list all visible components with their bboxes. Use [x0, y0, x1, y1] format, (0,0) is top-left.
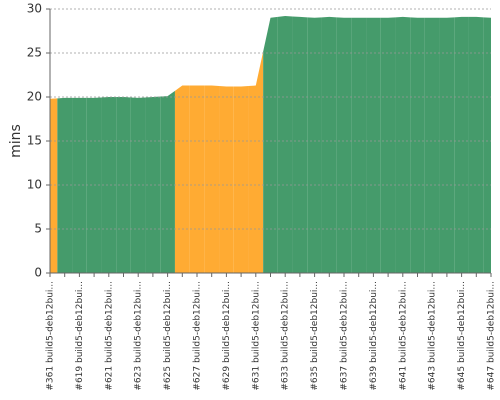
y-tick-label: 20 [27, 90, 42, 104]
area-segment [72, 97, 87, 273]
area-segment [454, 16, 469, 273]
area-segment [380, 17, 396, 273]
x-tick-label: #645 build5-deb12bui... [457, 281, 467, 391]
x-tick-label: #635 build5-deb12bui... [310, 281, 320, 391]
area-segment [204, 85, 220, 273]
area-segment [366, 17, 381, 273]
x-tick-label: #643 build5-deb12bui... [428, 281, 438, 391]
area-segment [410, 17, 425, 273]
x-tick-label: #641 build5-deb12bui... [398, 281, 408, 391]
x-tick-label: #629 build5-deb12bui... [222, 281, 232, 391]
area-segment [233, 86, 249, 273]
area-segment [483, 17, 491, 273]
area-segment [189, 85, 205, 273]
x-tick-label: #637 build5-deb12bui... [340, 281, 350, 391]
area-segment [468, 16, 484, 273]
x-tick-label: #619 build5-deb12bui... [75, 281, 85, 391]
area-segment [307, 17, 322, 273]
area-segment [351, 17, 367, 273]
x-tick-label: #631 build5-deb12bui... [251, 281, 261, 391]
y-tick-label: 0 [34, 266, 42, 280]
area-segment [321, 16, 337, 273]
area-segment [101, 97, 117, 273]
area-segment [50, 98, 58, 273]
area-segment [395, 16, 411, 273]
y-tick-label: 30 [27, 2, 42, 16]
area-segment [248, 51, 264, 274]
area-segment [336, 17, 352, 273]
y-axis-label: mins [8, 124, 24, 158]
y-tick-label: 15 [27, 134, 42, 148]
area-segment [145, 96, 161, 273]
x-tick-label: #639 build5-deb12bui... [369, 281, 379, 391]
area-segment [424, 17, 440, 273]
x-tick-label: #361 build5-deb12bui... [46, 281, 56, 391]
area-segment [174, 85, 190, 273]
area-segment [263, 16, 278, 273]
area-segment [57, 97, 73, 273]
x-tick-label: #623 build5-deb12bui... [134, 281, 144, 391]
area-segment [277, 16, 293, 273]
area-segment [160, 90, 175, 273]
area-segment [219, 86, 234, 273]
y-tick-label: 5 [34, 222, 42, 236]
x-tick-label: #647 build5-deb12bui... [487, 281, 497, 391]
y-tick-label: 10 [27, 178, 42, 192]
area-segment [292, 16, 308, 273]
x-tick-label: #621 build5-deb12bui... [104, 281, 114, 391]
x-tick-label: #625 build5-deb12bui... [163, 281, 173, 391]
x-tick-label: #633 build5-deb12bui... [281, 281, 291, 391]
x-tick-label: #627 build5-deb12bui... [193, 281, 203, 391]
area-segment [439, 17, 455, 273]
y-tick-label: 25 [27, 46, 42, 60]
